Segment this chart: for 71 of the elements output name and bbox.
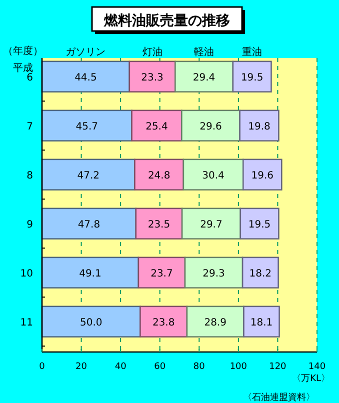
bar <box>140 306 188 338</box>
text: 平成 <box>13 62 33 74</box>
data-label: 44.5 <box>74 72 97 84</box>
y-tick-label: 7 <box>26 122 33 133</box>
series-label: ガソリン <box>66 47 106 58</box>
x-tick-label: 100 <box>230 362 248 372</box>
data-label: 29.4 <box>192 72 216 84</box>
text: 〈石油連盟資料〉 <box>243 392 315 403</box>
bar <box>184 256 244 288</box>
chart-title: 燃料油販売量の推移 <box>103 13 230 29</box>
series-label: 重油 <box>242 46 262 58</box>
data-label: 49.1 <box>79 268 102 280</box>
x-tick-label: 60 <box>154 362 166 372</box>
bar <box>240 208 280 240</box>
x-tick-label: 120 <box>269 362 287 372</box>
data-label: 50.0 <box>80 318 102 329</box>
bar <box>243 306 280 338</box>
data-label: 18.1 <box>250 318 273 329</box>
bar <box>41 60 130 92</box>
data-label: 19.5 <box>240 72 264 84</box>
data-label: 23.8 <box>152 318 175 329</box>
data-label: 19.5 <box>248 220 271 231</box>
bar <box>41 306 141 338</box>
y-tick-label: 6 <box>26 72 33 84</box>
bar <box>135 208 183 240</box>
data-label: 47.8 <box>78 220 100 231</box>
bar <box>131 110 182 142</box>
data-label: 19.6 <box>251 170 274 182</box>
data-label: 29.7 <box>200 220 222 231</box>
bar <box>128 60 176 92</box>
data-label: 19.8 <box>248 122 270 133</box>
bar <box>182 158 244 190</box>
data-label: 29.3 <box>202 268 225 280</box>
bar <box>186 306 244 338</box>
bar <box>232 60 272 92</box>
y-tick-label: 10 <box>20 268 33 280</box>
data-label: 25.4 <box>146 122 168 133</box>
bar <box>41 158 136 190</box>
data-label: 18.2 <box>249 268 272 280</box>
data-label: 23.3 <box>141 72 164 84</box>
x-tick-label: 20 <box>76 362 88 372</box>
data-label: 45.7 <box>76 122 98 133</box>
data-label: 23.5 <box>148 220 170 231</box>
data-label: 28.9 <box>204 318 226 329</box>
y-tick-label: 11 <box>20 318 33 329</box>
data-label: 24.8 <box>148 170 170 182</box>
x-tick-label: 0 <box>39 362 46 372</box>
bar <box>138 256 186 288</box>
x-tick-label: 40 <box>114 362 127 372</box>
bar <box>174 60 234 92</box>
x-tick-label: 140 <box>308 362 326 372</box>
y-axis-title: （年度） <box>3 45 43 57</box>
bar <box>41 110 132 142</box>
y-tick-label: 8 <box>26 170 33 182</box>
series-label: 軽油 <box>194 46 214 58</box>
bar <box>181 208 242 240</box>
data-label: 47.2 <box>77 170 100 182</box>
bar <box>242 158 282 190</box>
x-tick-label: 80 <box>193 362 206 372</box>
x-axis-title: 〈万KL〉 <box>292 373 330 384</box>
bar <box>41 256 140 288</box>
bar <box>41 208 137 240</box>
bar <box>239 110 280 142</box>
bar <box>134 158 184 190</box>
bar <box>181 110 240 142</box>
data-label: 29.6 <box>200 122 222 133</box>
bar <box>242 256 279 288</box>
series-label: 灯油 <box>142 46 162 58</box>
data-label: 23.7 <box>150 268 173 280</box>
data-label: 30.4 <box>202 170 224 182</box>
y-tick-label: 9 <box>26 220 33 231</box>
